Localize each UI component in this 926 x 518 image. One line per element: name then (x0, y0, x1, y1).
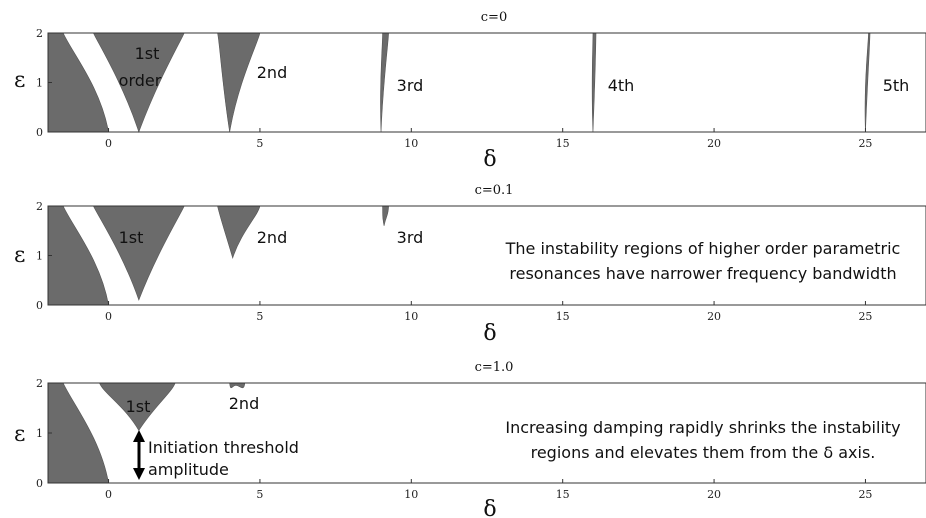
instability-region-2nd-c0 (217, 32, 261, 133)
y-tick-label: 0 (36, 299, 43, 312)
instability-region-base-c0 (47, 32, 109, 133)
instability-region-3rd-c0 (380, 32, 389, 133)
instability-regions-c1.0 (47, 382, 246, 484)
threshold-label-line2: amplitude (148, 460, 229, 479)
x-tick-label: 20 (707, 137, 721, 150)
ticks-c0.1: 0 5 10 15 20 25 0 1 2 (36, 200, 872, 323)
threshold-label-line1: Initiation threshold (148, 438, 299, 457)
x-tick-label: 5 (256, 488, 263, 501)
annotation-damping-line1: Increasing damping rapidly shrinks the i… (505, 418, 900, 437)
x-tick-label: 10 (404, 488, 418, 501)
instability-region-2nd-c0.1 (217, 205, 261, 259)
instability-regions-c0 (47, 32, 871, 133)
instability-region-base-c0.1 (47, 205, 109, 306)
x-tick-label: 20 (707, 310, 721, 323)
y-tick-label: 1 (36, 427, 43, 440)
ticks-c0: 0 5 10 15 20 25 0 1 2 (36, 27, 872, 150)
instability-regions-c0.1 (47, 205, 389, 306)
y-tick-label: 2 (36, 27, 43, 40)
panel-title-c0.1: c=0.1 (475, 183, 514, 198)
region-label-1st: 1st (126, 397, 151, 416)
region-label-4th: 4th (608, 76, 635, 95)
region-label-2nd: 2nd (257, 63, 287, 82)
x-tick-label: 5 (256, 137, 263, 150)
x-tick-label: 25 (858, 137, 872, 150)
y-tick-label: 2 (36, 200, 43, 213)
instability-region-2nd-c1.0 (229, 382, 246, 389)
x-tick-label: 25 (858, 488, 872, 501)
x-tick-label: 15 (556, 310, 570, 323)
y-tick-label: 1 (36, 77, 43, 90)
x-tick-label: 0 (105, 137, 112, 150)
x-tick-label: 0 (105, 488, 112, 501)
x-axis-label-c0: δ (483, 147, 496, 172)
region-label-3rd: 3rd (397, 228, 424, 247)
ticks-c1.0: 0 5 10 15 20 25 0 1 2 (36, 377, 872, 501)
threshold-arrow-icon (133, 430, 145, 480)
x-tick-label: 5 (256, 310, 263, 323)
plot-frame-c0 (47, 32, 926, 133)
region-label-order: order (119, 71, 162, 90)
annotation-damping-line2: regions and elevates them from the δ axi… (531, 443, 876, 462)
instability-region-base-c1.0 (47, 382, 109, 484)
panel-title-c0: c=0 (481, 10, 507, 25)
x-tick-label: 15 (556, 137, 570, 150)
region-label-1st: 1st (119, 228, 144, 247)
y-tick-label: 0 (36, 126, 43, 139)
panel-c0.1: c=0.1 0 5 10 15 20 25 0 1 2 ε δ 1st 2nd 3rd The … (14, 183, 926, 346)
instability-region-5th-c0 (864, 32, 871, 133)
instability-region-3rd-c0.1 (382, 205, 389, 226)
y-tick-label: 2 (36, 377, 43, 390)
x-axis-label-c1.0: δ (483, 497, 496, 518)
region-label-3rd: 3rd (397, 76, 424, 95)
panel-c1.0: c=1.0 0 5 10 15 20 25 0 1 2 ε δ 1st 2nd Initiati… (14, 360, 926, 518)
x-tick-label: 10 (404, 137, 418, 150)
instability-region-1st-c0.1 (92, 205, 185, 301)
region-label-2nd: 2nd (229, 394, 259, 413)
region-label-1st: 1st (135, 44, 160, 63)
y-axis-label-c0.1: ε (14, 243, 25, 268)
y-axis-label-c0: ε (14, 68, 25, 93)
region-label-5th: 5th (883, 76, 910, 95)
x-tick-label: 15 (556, 488, 570, 501)
y-tick-label: 0 (36, 477, 43, 490)
x-tick-label: 10 (404, 310, 418, 323)
x-axis-label-c0.1: δ (483, 321, 496, 346)
x-tick-label: 20 (707, 488, 721, 501)
instability-region-4th-c0 (591, 32, 597, 133)
annotation-bandwidth-line1: The instability regions of higher order … (505, 239, 901, 258)
annotation-bandwidth-line2: resonances have narrower frequency bandw… (509, 264, 896, 283)
x-tick-label: 25 (858, 310, 872, 323)
y-axis-label-c1.0: ε (14, 422, 25, 447)
x-tick-label: 0 (105, 310, 112, 323)
panel-title-c1.0: c=1.0 (475, 360, 514, 375)
region-label-2nd: 2nd (257, 228, 287, 247)
y-tick-label: 1 (36, 250, 43, 263)
